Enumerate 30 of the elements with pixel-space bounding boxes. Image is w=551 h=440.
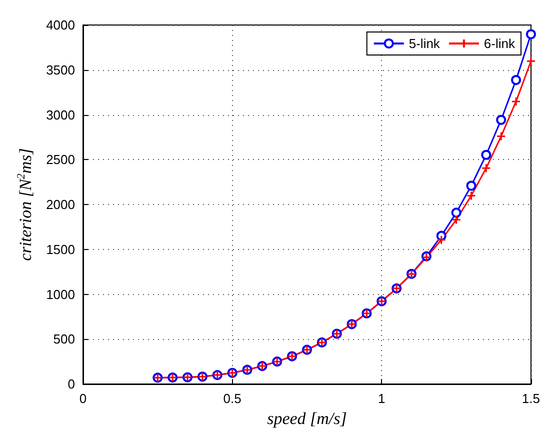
point xyxy=(452,215,462,225)
point xyxy=(511,96,521,106)
point xyxy=(481,163,491,173)
point xyxy=(496,114,506,125)
legend-label: 5-link xyxy=(408,36,440,51)
x-tick-label: 1 xyxy=(378,391,386,406)
point xyxy=(511,75,522,86)
y-tick-label: 3000 xyxy=(46,107,75,122)
y-tick-label: 3500 xyxy=(46,62,75,78)
x-tick-label: 1.5 xyxy=(522,391,540,406)
point xyxy=(436,235,446,245)
x-tick-label: 0.5 xyxy=(223,391,242,406)
y-tick-label: 2000 xyxy=(46,197,75,212)
point xyxy=(466,190,476,200)
point xyxy=(451,208,462,218)
point xyxy=(466,180,476,191)
y-tick-label: 4000 xyxy=(46,18,75,32)
y-tick-label: 0 xyxy=(68,376,75,392)
y-tick-label: 500 xyxy=(53,332,75,347)
point xyxy=(526,56,536,66)
point xyxy=(496,132,506,142)
point xyxy=(526,29,536,40)
y-tick-label: 2500 xyxy=(46,152,75,168)
x-tick-label: 0 xyxy=(79,391,87,406)
point xyxy=(481,150,492,160)
y-axis-title: criterion [N2ms] xyxy=(16,148,35,261)
y-tick-label: 1000 xyxy=(46,286,75,302)
legend-label: 6-link xyxy=(484,36,516,51)
y-tick-label: 1500 xyxy=(46,242,75,257)
x-axis-title: speed [m/s] xyxy=(267,409,347,428)
